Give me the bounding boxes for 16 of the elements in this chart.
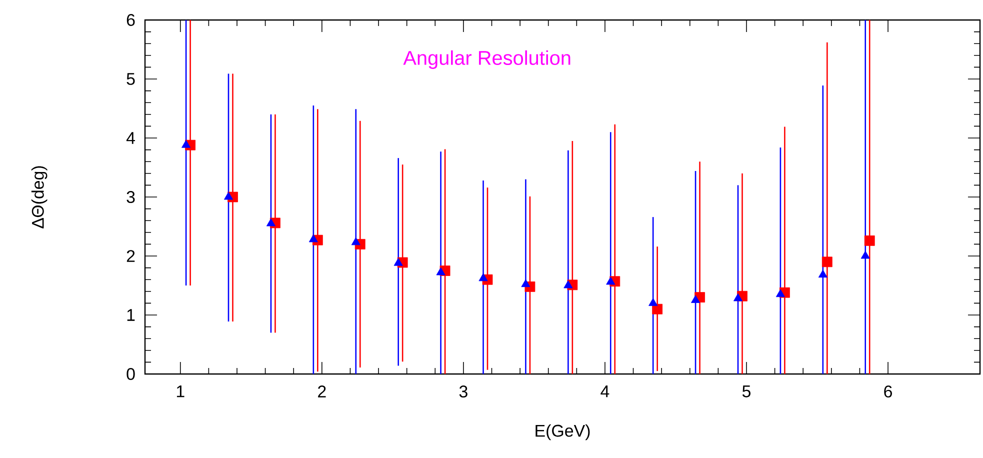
y-tick-label: 2 [126, 250, 135, 262]
x-axis-title: E(GeV) [536, 424, 590, 440]
y-tick-label: 4 [126, 132, 135, 144]
x-tick-label: 6 [884, 386, 892, 398]
x-tick-label: 5 [742, 386, 750, 398]
x-tick-label: 3 [459, 386, 468, 398]
x-tick-label: 4 [600, 386, 610, 398]
y-tick-label: 0 [126, 368, 135, 380]
y-tick-label: 5 [126, 73, 135, 85]
y-tick-label: 1 [127, 309, 135, 321]
text: Angular Resolution [403, 50, 570, 69]
y-tick-label: 3 [126, 191, 135, 203]
x-tick-label: 1 [176, 386, 184, 398]
y-axis-title: ΔΘ(deg) [31, 166, 48, 228]
y-tick-label: 6 [126, 14, 135, 26]
x-tick-label: 2 [318, 386, 326, 398]
